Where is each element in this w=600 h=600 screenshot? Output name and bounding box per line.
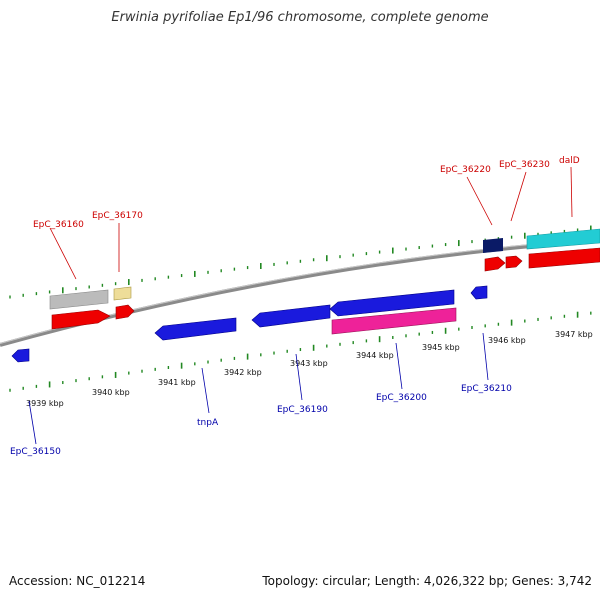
gene-label-epc36210[interactable]: EpC_36210	[461, 384, 512, 394]
cds-arrow-epc36170[interactable]	[115, 304, 135, 320]
gene-box-magenta[interactable]	[331, 307, 457, 335]
map-title: Erwinia pyrifoliae Ep1/96 chromosome, co…	[111, 10, 489, 25]
cds-arrow-epc36210[interactable]	[470, 285, 488, 300]
scale-label-3944: 3944 kbp	[356, 351, 394, 360]
gene-label-epc36190[interactable]: EpC_36190	[277, 405, 328, 415]
gene-label-epc36150[interactable]: EpC_36150	[10, 447, 61, 457]
scale-label-3942: 3942 kbp	[224, 368, 262, 377]
scale-label-3941: 3941 kbp	[158, 378, 196, 387]
scale-label-3943: 3943 kbp	[290, 359, 328, 368]
gene-label-epc36230[interactable]: EpC_36230	[499, 160, 550, 170]
genome-summary: Topology: circular; Length: 4,026,322 bp…	[262, 574, 592, 588]
cds-arrow-dald[interactable]	[528, 247, 600, 269]
gene-box-gray[interactable]	[49, 289, 109, 310]
scale-label-3940: 3940 kbp	[92, 388, 130, 397]
cds-arrow-tnpa[interactable]	[154, 317, 237, 341]
gene-label-tnpa[interactable]: tnpA	[197, 418, 219, 428]
cds-arrow-epc36160[interactable]	[51, 309, 111, 330]
scale-label-3945: 3945 kbp	[422, 343, 460, 352]
gene-label-epc36200[interactable]: EpC_36200	[376, 393, 427, 403]
gene-box-navy[interactable]	[483, 238, 503, 253]
reverse-tick-row	[9, 311, 592, 392]
gene-label-epc36170[interactable]: EpC_36170	[92, 211, 143, 221]
scale-labels: 3939 kbp 3940 kbp 3941 kbp 3942 kbp 3943…	[26, 330, 593, 408]
gene-label-epc36160[interactable]: EpC_36160	[33, 220, 84, 230]
reverse-features: EpC_36150 tnpA EpC_36190 EpC_36200 EpC_3…	[10, 285, 512, 457]
scale-label-3947: 3947 kbp	[555, 330, 593, 339]
gene-box-yellow[interactable]	[113, 286, 132, 301]
forward-tick-row	[9, 225, 592, 299]
cds-arrow-epc36190-a[interactable]	[251, 304, 331, 328]
scale-label-3939: 3939 kbp	[26, 399, 64, 408]
scale-label-3946: 3946 kbp	[488, 336, 526, 345]
cds-arrow-epc36150[interactable]	[11, 348, 30, 363]
cds-arrow-epc36230[interactable]	[505, 255, 523, 269]
gene-label-epc36220[interactable]: EpC_36220	[440, 165, 491, 175]
gene-box-cyan[interactable]	[526, 228, 600, 250]
cds-arrow-epc36220[interactable]	[484, 256, 506, 272]
cds-arrow-epc36190-b[interactable]	[329, 289, 455, 317]
forward-features: EpC_36160 EpC_36170 EpC_36220 EpC_36230 …	[33, 156, 600, 330]
gene-label-dald[interactable]: dalD	[559, 156, 580, 166]
accession-label: Accession: NC_012214	[9, 574, 146, 588]
